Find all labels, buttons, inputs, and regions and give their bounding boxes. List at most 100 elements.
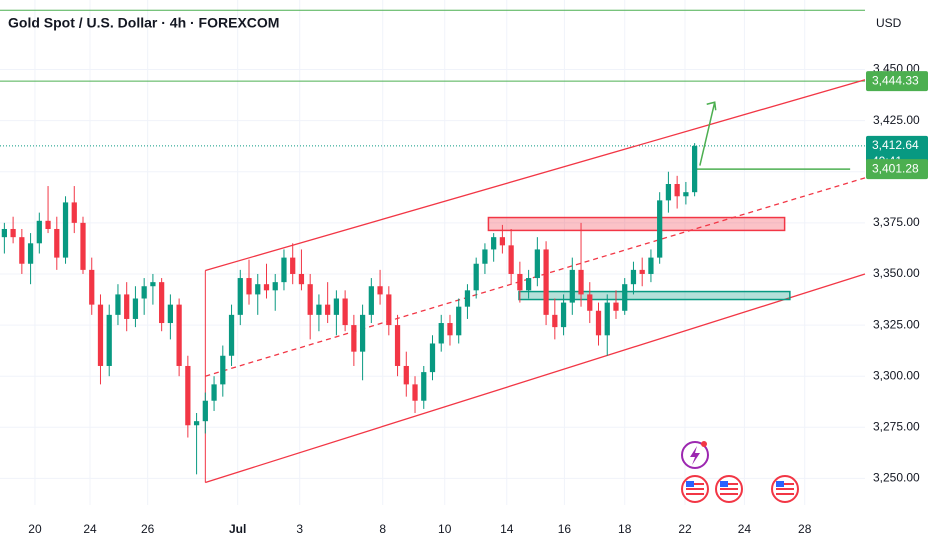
candle-body [333, 298, 340, 315]
y-tick-label: 3,275.00 [873, 419, 920, 433]
axes: 3,250.00 3,275.00 3,300.00 3,325.00 3,350.00… [28, 62, 928, 536]
candle-body [578, 269, 584, 295]
candle-body [159, 282, 165, 324]
candle-body [429, 343, 436, 373]
candle-body [447, 323, 453, 336]
candle-body [237, 278, 243, 315]
x-tick-label: 26 [141, 522, 155, 536]
arrow-head [706, 101, 717, 111]
candle-body [534, 249, 540, 279]
x-tick-label: 14 [500, 522, 514, 536]
candle-body [639, 269, 645, 274]
y-tick-label: 3,425.00 [873, 113, 920, 127]
x-tick-label: 8 [379, 522, 386, 536]
candle-body [202, 400, 208, 422]
candle-body [657, 200, 663, 258]
candle-body [290, 257, 296, 274]
x-tick-label: 24 [83, 522, 97, 536]
candle-body [464, 290, 471, 307]
candle-body [587, 294, 593, 311]
candle-body [307, 284, 313, 315]
candle-body [368, 286, 374, 315]
grid-layer [0, 0, 865, 505]
x-tick-label: 18 [618, 522, 632, 536]
price-badge [866, 71, 928, 92]
y-tick-label: 3,300.00 [873, 368, 920, 382]
candle-body [132, 298, 139, 319]
x-tick-label: 28 [798, 522, 812, 536]
flag-canton [776, 481, 784, 487]
x-tick-label: 3 [296, 522, 303, 536]
candle-body [36, 220, 42, 244]
candle-body [176, 304, 182, 366]
icon-dot [701, 441, 707, 447]
candle-body [560, 302, 567, 328]
candle-body [62, 202, 69, 258]
candle-body [517, 273, 523, 291]
candle-body [211, 384, 217, 401]
chart-title: Gold Spot / U.S. Dollar · 4h · FOREXCOM [8, 15, 279, 31]
candle-body [683, 192, 689, 197]
candle-body [351, 325, 357, 352]
candle-body [115, 294, 121, 315]
candle-body [272, 282, 278, 291]
candle-body [421, 372, 427, 401]
candle-body [630, 269, 637, 285]
candle-body [665, 184, 672, 201]
candles [1, 143, 698, 475]
candle-body [124, 294, 130, 319]
candle-body [97, 304, 104, 366]
candle-body [595, 310, 602, 336]
candle-body [525, 278, 532, 291]
candle-body [394, 325, 401, 366]
candle-body [167, 304, 173, 324]
candle-body [386, 294, 392, 326]
candle-body [45, 220, 51, 229]
x-tick-label: Jul [229, 522, 246, 536]
candle-body [228, 314, 235, 356]
candle-body [316, 304, 322, 315]
icon-bolt [690, 446, 700, 465]
candle-body [552, 314, 558, 328]
channel-upper [205, 79, 866, 272]
flag-stripes [686, 483, 794, 495]
candle-body [508, 245, 514, 274]
candle-body [325, 304, 331, 315]
zone [518, 290, 791, 301]
currency-label: USD [876, 16, 902, 30]
price-badge-label: 3,401.28 [872, 161, 919, 175]
candle-body [359, 314, 366, 352]
y-tick-label: 3,325.00 [873, 317, 920, 331]
candle-body [403, 365, 409, 385]
candle-body [220, 355, 226, 385]
candle-body [185, 365, 191, 426]
candle-body [499, 237, 506, 246]
channel-lower [205, 273, 866, 484]
event-icons [681, 441, 799, 503]
candle-body [377, 286, 383, 295]
flag-icons [681, 475, 799, 503]
y-tick-label: 3,250.00 [873, 471, 920, 485]
candle-body [412, 384, 418, 401]
price-badge-label: 3,412.64 [872, 138, 919, 152]
y-tick-label: 3,375.00 [873, 215, 920, 229]
price-badge-label: 3,444.33 [872, 73, 919, 87]
candle-body [19, 237, 25, 264]
candle-body [674, 184, 680, 197]
candle-body [150, 282, 156, 287]
candle-body [141, 286, 147, 299]
candle-body [10, 228, 16, 238]
projection-arrow [699, 102, 716, 166]
candle-body [342, 298, 348, 326]
candle-body [89, 269, 95, 305]
candle-body [648, 257, 654, 274]
candle-body [246, 278, 252, 295]
price-badge [866, 159, 928, 180]
candle-body [569, 269, 575, 303]
candle-body [193, 421, 200, 426]
x-tick-label: 24 [738, 522, 752, 536]
candle-body [281, 257, 287, 283]
y-tick-label: 3,350.00 [873, 266, 920, 280]
